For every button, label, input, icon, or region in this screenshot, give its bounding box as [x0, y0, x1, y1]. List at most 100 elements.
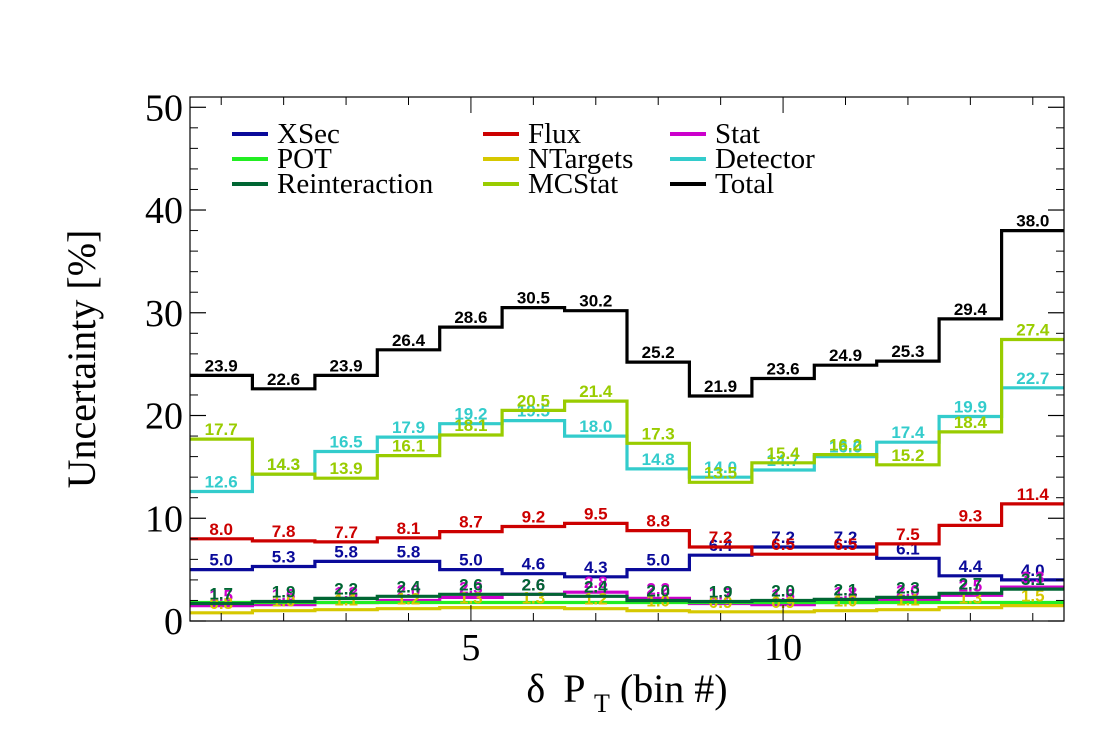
step-line-reinteraction	[190, 587, 1064, 606]
data-label-detector: 14.8	[642, 450, 675, 469]
plot-frame	[189, 96, 1065, 622]
step-line-flux	[190, 502, 1064, 556]
series-flux: 8.0 7.8 7.7 8.1 8.7 9.2 9.5 8.87.2 6.5 6.57.59.31…	[190, 485, 1064, 556]
data-label-mcstat: 13.5	[704, 463, 737, 482]
series-reinteraction: 1.7 1.9 2.2 2.4 2.6 2.6 2.4 2.0 1.9 2.0 2.1 2.3 2.7 3…	[190, 570, 1064, 606]
x-axis-title: δ P T (bin #)	[526, 666, 727, 721]
legend-entry-flux: Flux	[483, 118, 582, 150]
data-label-ntargets: 1.1	[334, 591, 358, 610]
data-label-flux: 7.8	[272, 522, 296, 541]
data-label-stat: 1.7	[709, 585, 733, 604]
data-label-stat: 1.8	[834, 584, 858, 603]
data-label-mcstat: 18.1	[454, 416, 487, 435]
series-total: 23.9 22.6 23.9 26.4 28.6 30.5 30.2 25.2 21.9 23.6…	[190, 212, 1064, 398]
data-label-total: 23.6	[767, 360, 800, 379]
data-label-stat: 1.6	[272, 586, 296, 605]
data-layer: 5.0 5.3 5.8 5.8 5.0 4.6 4.3 5.06.4 7.2 7.26.14.4 4…	[190, 212, 1064, 615]
data-label-xsec: 5.8	[334, 542, 358, 561]
legend-entry-ntargets: NTargets	[483, 143, 633, 175]
series-xsec: 5.0 5.3 5.8 5.8 5.0 4.6 4.3 5.06.4 7.2 7.26.14.4 4…	[190, 528, 1064, 582]
ticks-layer: 0 10 20 30 40 50 5 10	[145, 87, 1064, 669]
data-label-flux: 6.5	[834, 535, 858, 554]
data-label-stat: 2.2	[646, 579, 670, 598]
data-label-reinteraction: 2.3	[896, 578, 920, 597]
data-label-mcstat: 20.5	[517, 391, 550, 410]
data-label-flux: 7.7	[334, 523, 358, 542]
data-label-total: 28.6	[454, 308, 487, 327]
y-tick-label: 40	[145, 190, 183, 232]
data-label-reinteraction: 2.2	[334, 579, 358, 598]
data-label-reinteraction: 2.0	[646, 582, 670, 601]
data-label-stat: 3.3	[1021, 568, 1045, 587]
data-label-xsec: 4.3	[584, 558, 608, 577]
step-line-detector	[190, 386, 1064, 494]
data-label-xsec: 4.0	[1021, 561, 1045, 580]
legend-label-flux: Flux	[528, 118, 582, 150]
data-label-xsec: 4.4	[959, 557, 983, 576]
y-tick-label: 0	[164, 601, 183, 643]
data-label-mcstat: 15.4	[767, 444, 801, 463]
data-label-xsec: 5.0	[646, 551, 670, 570]
data-label-detector: 14.0	[704, 458, 737, 477]
data-label-mcstat: 17.3	[642, 424, 675, 443]
x-tick-label: 10	[764, 627, 802, 669]
data-label-flux: 9.3	[959, 506, 983, 525]
data-label-ntargets: 1.1	[896, 591, 920, 610]
data-label-flux: 11.4	[1017, 485, 1050, 504]
data-label-total: 23.9	[205, 356, 238, 375]
x-axis-title-delta: δ	[526, 666, 545, 711]
data-label-total: 38.0	[1016, 212, 1049, 231]
data-label-reinteraction: 1.7	[209, 585, 233, 604]
data-label-detector: 14.3	[267, 455, 300, 474]
data-label-stat: 2.6	[522, 575, 546, 594]
y-tick-label: 30	[145, 293, 183, 335]
legend-entry-pot: POT	[232, 143, 332, 175]
data-label-total: 26.4	[392, 331, 426, 350]
data-label-xsec: 7.2	[771, 528, 795, 547]
x-axis-title-rest: (bin #)	[620, 666, 728, 711]
data-label-total: 23.9	[330, 356, 363, 375]
legend-label-detector: Detector	[715, 143, 815, 175]
data-label-xsec: 5.8	[397, 542, 421, 561]
legend: XSec Flux Stat POT NTargets Detector Reinterac…	[232, 118, 815, 200]
data-label-flux: 8.7	[459, 513, 483, 532]
data-label-flux: 8.1	[397, 519, 421, 538]
data-label-ntargets: 1.5	[1021, 587, 1045, 606]
data-label-detector: 16.0	[829, 438, 862, 457]
legend-entry-stat: Stat	[670, 118, 760, 150]
data-label-stat: 2.3	[459, 578, 483, 597]
data-label-total: 21.9	[704, 377, 737, 396]
legend-label-stat: Stat	[715, 118, 760, 150]
data-label-xsec: 5.0	[209, 551, 233, 570]
series-mcstat: 17.7 14.3 13.9 16.1 18.1 20.5 21.4 17.3 13.5 15.4…	[190, 321, 1064, 484]
step-line-total	[190, 229, 1064, 398]
data-label-ntargets: 1.2	[397, 590, 421, 609]
data-label-detector: 19.2	[454, 405, 487, 424]
data-label-total: 22.6	[267, 370, 300, 389]
y-tick-label: 50	[145, 87, 183, 129]
data-label-mcstat: 17.7	[205, 420, 238, 439]
data-label-flux: 8.8	[646, 512, 670, 531]
data-label-reinteraction: 3.1	[1021, 570, 1045, 589]
data-label-mcstat: 16.2	[829, 436, 862, 455]
series-detector: 12.614.316.517.919.2 19.518.014.8 14.0 14.7…	[190, 369, 1064, 494]
legend-label-total: Total	[715, 168, 774, 200]
data-label-detector: 19.9	[954, 398, 987, 417]
legend-label-xsec: XSec	[277, 118, 340, 150]
data-label-reinteraction: 2.6	[459, 575, 483, 594]
data-label-flux: 8.0	[209, 520, 233, 539]
data-label-flux: 6.5	[771, 535, 795, 554]
legend-entry-total: Total	[670, 168, 774, 200]
data-label-reinteraction: 2.6	[522, 575, 546, 594]
data-label-xsec: 7.2	[834, 528, 858, 547]
series-ntargets: 0.8 1.0 1.1 1.2 1.3 1.3 1.2 1.0 0.9 0.9 1.0 1.1 1.3 1…	[190, 587, 1064, 615]
data-label-stat: 2.8	[584, 573, 608, 592]
data-label-detector: 12.6	[205, 473, 238, 492]
data-label-detector: 18.0	[579, 417, 612, 436]
data-label-stat: 2.0	[896, 582, 920, 601]
data-label-reinteraction: 1.9	[272, 583, 296, 602]
step-line-ntargets	[190, 604, 1064, 615]
legend-entry-detector: Detector	[670, 143, 815, 175]
data-label-reinteraction: 1.9	[709, 583, 733, 602]
